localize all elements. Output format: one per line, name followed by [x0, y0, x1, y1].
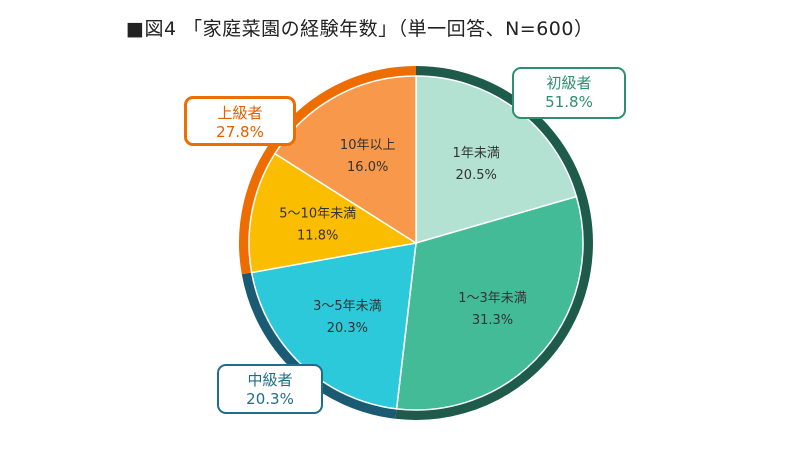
slice-value-1: 31.3% — [472, 313, 513, 328]
slice-label-1: 1～3年未満 — [458, 291, 527, 306]
group-name-advanced: 上級者 — [217, 104, 263, 122]
group-value-advanced: 27.8% — [216, 123, 264, 141]
group-name-beginner: 初級者 — [546, 74, 592, 92]
group-callout-middle: 中級者 20.3% — [217, 364, 323, 414]
chart-title: ■図4 「家庭菜園の経験年数」（単一回答、N=600） — [126, 18, 594, 40]
group-name-middle: 中級者 — [247, 371, 293, 389]
group-ring-beginner — [395, 66, 593, 420]
slice-label-0: 1年未満 — [453, 146, 500, 161]
group-value-middle: 20.3% — [246, 390, 294, 408]
slice-label-2: 3～5年未満 — [313, 299, 382, 314]
pie-slices — [248, 75, 584, 411]
group-value-beginner: 51.8% — [545, 93, 593, 111]
group-callout-advanced: 上級者 27.8% — [184, 96, 296, 146]
slice-value-4: 16.0% — [347, 160, 388, 175]
slice-value-3: 11.8% — [297, 229, 338, 244]
group-callout-beginner: 初級者 51.8% — [512, 67, 626, 119]
slice-label-4: 10年以上 — [340, 138, 396, 153]
slice-value-2: 20.3% — [327, 321, 368, 336]
slice-label-3: 5～10年未満 — [279, 207, 356, 222]
pie-slice-3 — [248, 152, 419, 274]
pie-slice-1 — [395, 195, 584, 411]
slice-value-0: 20.5% — [456, 168, 497, 183]
slice-labels: 1年未満 20.5% 1～3年未満 31.3% 3～5年未満 20.3% 5～10年未満 11… — [279, 138, 526, 336]
